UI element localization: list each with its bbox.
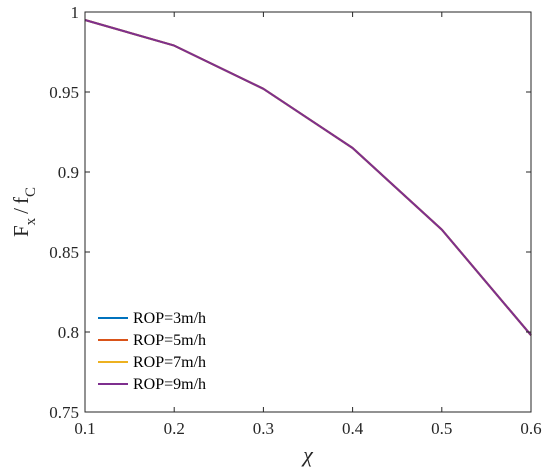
y-label-F: F (9, 225, 33, 237)
series-layer (84, 19, 532, 336)
legend-label-3: ROP=7m/h (133, 354, 206, 371)
axes-layer (84, 11, 532, 413)
y-axis-label: Fx / fC (9, 187, 39, 237)
x-axis-label: χ (301, 442, 314, 467)
y-tick-label: 0.95 (49, 83, 79, 102)
y-tick-label: 0.75 (49, 403, 79, 422)
series-line-4 (84, 19, 532, 336)
x-tick-label: 0.4 (342, 419, 364, 438)
y-tick-label: 0.8 (58, 323, 79, 342)
x-tick-label: 0.2 (164, 419, 185, 438)
legend: ROP=3m/h ROP=5m/h ROP=7m/h ROP=9m/h (98, 310, 206, 393)
y-label-C-subscript: C (23, 187, 39, 197)
x-tick-label: 0.3 (253, 419, 274, 438)
y-tick-label: 0.9 (58, 163, 79, 182)
x-tick-label: 0.6 (520, 419, 541, 438)
x-tick-label: 0.1 (74, 419, 95, 438)
plot-area (85, 12, 531, 412)
y-label-slash: / (9, 208, 33, 214)
axes-box (84, 11, 532, 413)
y-tick-label: 1 (71, 3, 80, 22)
y-label-x-subscript: x (23, 217, 39, 225)
legend-label-1: ROP=3m/h (133, 310, 206, 327)
legend-label-2: ROP=5m/h (133, 332, 206, 349)
legend-label-4: ROP=9m/h (133, 376, 206, 393)
y-label-f: f (9, 197, 33, 204)
ticks-layer: 0.1 0.2 0.3 0.4 0.5 0.6 0.75 0.8 0.85 0.9 0.95 1 (49, 3, 541, 438)
y-tick-label: 0.85 (49, 243, 79, 262)
x-tick-label: 0.5 (431, 419, 452, 438)
